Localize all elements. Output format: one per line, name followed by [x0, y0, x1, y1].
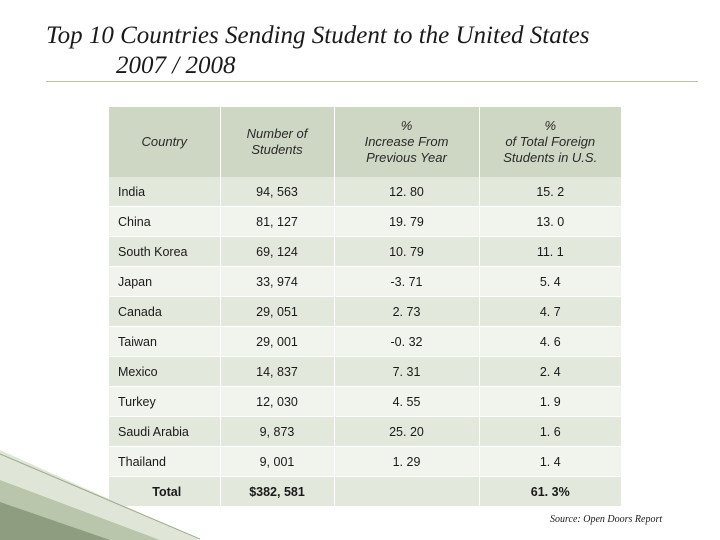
table-row: Mexico 14, 837 7. 31 2. 4 — [109, 356, 621, 387]
table-row: South Korea 69, 124 10. 79 11. 1 — [109, 236, 621, 267]
cell-share: 15. 2 — [479, 177, 621, 207]
corner-accent-line — [0, 453, 200, 540]
cell-increase: 1. 29 — [334, 446, 480, 477]
cell-country: Turkey — [109, 386, 221, 417]
cell-country: India — [109, 177, 221, 207]
cell-increase: 4. 55 — [334, 386, 480, 417]
header-increase-line1: % — [400, 118, 413, 133]
table-row: Saudi Arabia 9, 873 25. 20 1. 6 — [109, 416, 621, 447]
cell-share: 11. 1 — [479, 236, 621, 267]
cell-share: 1. 4 — [479, 446, 621, 477]
table-row: India 94, 563 12. 80 15. 2 — [109, 177, 621, 207]
table-header-row: Country Number of Students % Increase Fr… — [109, 107, 621, 177]
cell-students: 14, 837 — [220, 356, 335, 387]
header-total-line1: % — [544, 118, 557, 133]
cell-students: 9, 001 — [220, 446, 335, 477]
cell-share: 1. 6 — [479, 416, 621, 447]
header-total-line2: of Total Foreign — [505, 134, 596, 149]
total-increase — [334, 476, 480, 507]
cell-increase: 10. 79 — [334, 236, 480, 267]
cell-share: 13. 0 — [479, 206, 621, 237]
cell-share: 4. 6 — [479, 326, 621, 357]
cell-increase: 25. 20 — [334, 416, 480, 447]
table-row: China 81, 127 19. 79 13. 0 — [109, 206, 621, 237]
header-students-line2: Students — [251, 142, 303, 157]
cell-students: 81, 127 — [220, 206, 335, 237]
cell-share: 1. 9 — [479, 386, 621, 417]
slide-subtitle: 2007 / 2008 — [116, 52, 236, 79]
title-underline — [46, 81, 698, 82]
header-increase-line2: Increase From — [364, 134, 449, 149]
cell-country: South Korea — [109, 236, 221, 267]
cell-country: China — [109, 206, 221, 237]
cell-country: Canada — [109, 296, 221, 327]
cell-share: 5. 4 — [479, 266, 621, 297]
header-percent-increase: % Increase From Previous Year — [334, 107, 480, 177]
slide-title: Top 10 Countries Sending Student to the … — [46, 22, 590, 49]
cell-increase: 2. 73 — [334, 296, 480, 327]
corner-decoration — [0, 450, 200, 540]
header-country-label: Country — [141, 134, 188, 149]
header-students-line1: Number of — [246, 126, 308, 141]
corner-wedge-dark — [0, 502, 110, 540]
cell-increase: -3. 71 — [334, 266, 480, 297]
table-row: Turkey 12, 030 4. 55 1. 9 — [109, 386, 621, 417]
cell-increase: 12. 80 — [334, 177, 480, 207]
cell-students: 12, 030 — [220, 386, 335, 417]
total-students: $382, 581 — [220, 476, 335, 507]
cell-students: 29, 051 — [220, 296, 335, 327]
cell-students: 9, 873 — [220, 416, 335, 447]
header-increase-line3: Previous Year — [366, 150, 447, 165]
cell-country: Taiwan — [109, 326, 221, 357]
table-row: Taiwan 29, 001 -0. 32 4. 6 — [109, 326, 621, 357]
cell-share: 2. 4 — [479, 356, 621, 387]
cell-country: Mexico — [109, 356, 221, 387]
students-table: Country Number of Students % Increase Fr… — [109, 107, 621, 507]
total-label: Total — [109, 476, 221, 507]
total-share: 61. 3% — [479, 476, 621, 507]
table-total-row: Total $382, 581 61. 3% — [109, 476, 621, 507]
header-country: Country — [109, 107, 221, 177]
table-row: Thailand 9, 001 1. 29 1. 4 — [109, 446, 621, 477]
source-note: Source: Open Doors Report — [550, 514, 663, 525]
cell-country: Thailand — [109, 446, 221, 477]
cell-increase: 7. 31 — [334, 356, 480, 387]
cell-students: 33, 974 — [220, 266, 335, 297]
cell-country: Saudi Arabia — [109, 416, 221, 447]
cell-increase: -0. 32 — [334, 326, 480, 357]
table-row: Japan 33, 974 -3. 71 5. 4 — [109, 266, 621, 297]
header-number-of-students: Number of Students — [220, 107, 335, 177]
header-total-line3: Students in U.S. — [503, 150, 598, 165]
cell-share: 4. 7 — [479, 296, 621, 327]
cell-country: Japan — [109, 266, 221, 297]
cell-students: 29, 001 — [220, 326, 335, 357]
header-percent-of-total: % of Total Foreign Students in U.S. — [479, 107, 621, 177]
cell-increase: 19. 79 — [334, 206, 480, 237]
cell-students: 69, 124 — [220, 236, 335, 267]
table-row: Canada 29, 051 2. 73 4. 7 — [109, 296, 621, 327]
cell-students: 94, 563 — [220, 177, 335, 207]
